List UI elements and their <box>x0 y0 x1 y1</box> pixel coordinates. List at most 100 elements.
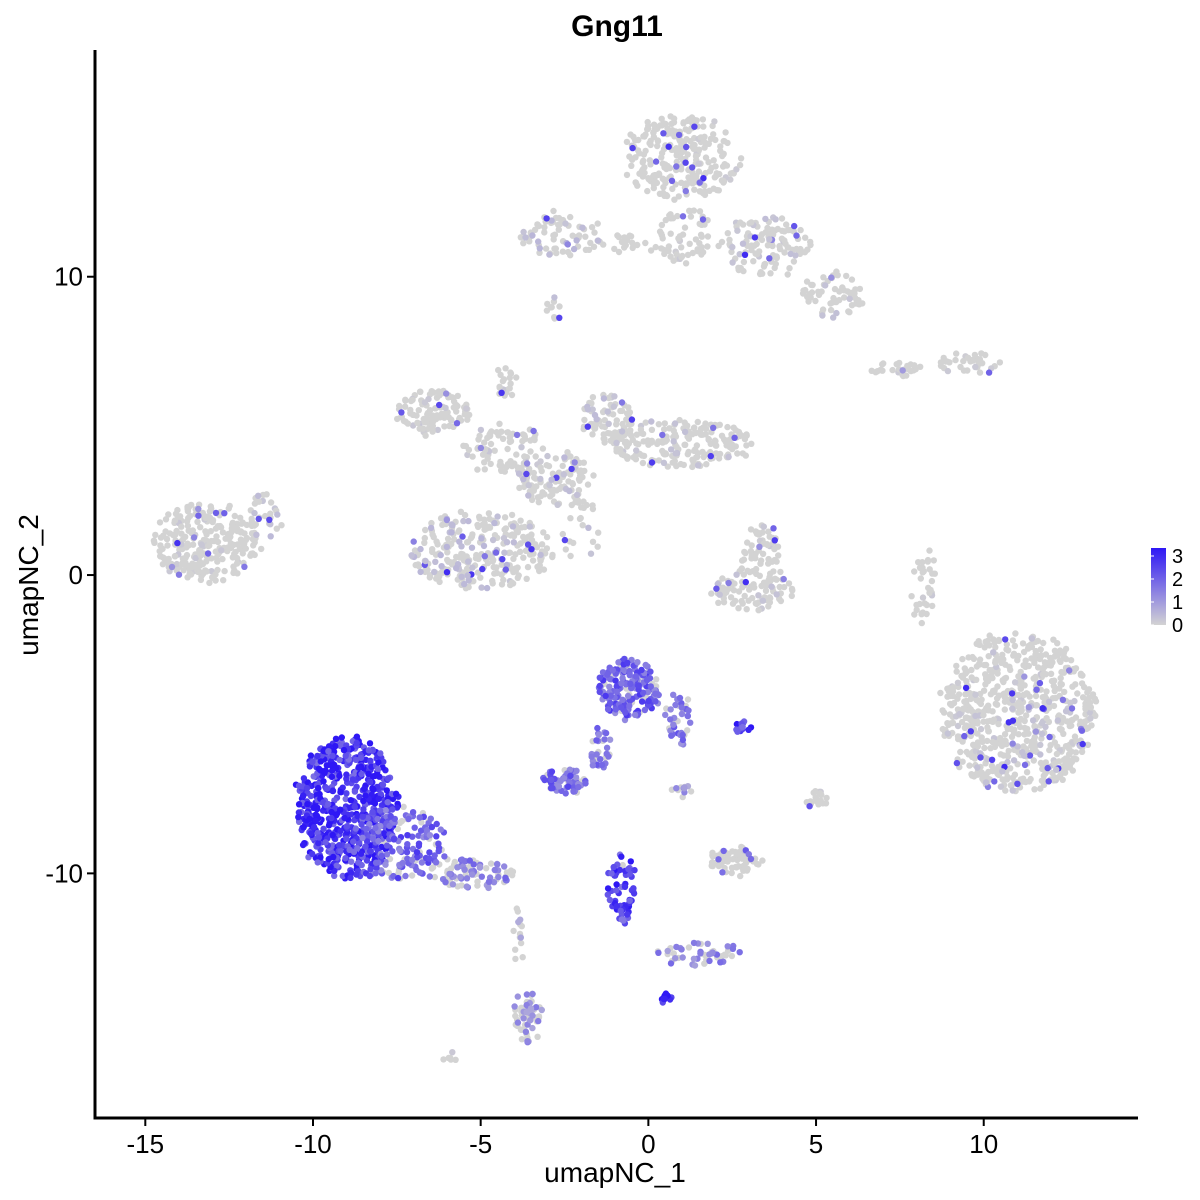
cell-point <box>685 707 692 714</box>
cell-point <box>1058 681 1066 688</box>
cell-point <box>428 519 435 527</box>
cell-point <box>989 767 996 775</box>
cell-point <box>577 514 584 522</box>
cell-point <box>655 457 663 464</box>
cell-point <box>722 129 729 136</box>
cell-point <box>399 859 406 867</box>
cell-point <box>202 528 209 535</box>
cell-point <box>856 285 864 293</box>
cell-point <box>495 366 502 374</box>
cell-point <box>715 599 722 606</box>
cell-point <box>394 874 402 882</box>
cell-point <box>325 822 333 829</box>
cell-point <box>429 423 436 431</box>
cell-point <box>477 444 485 452</box>
cell-point <box>1081 683 1088 691</box>
cell-point <box>739 450 746 457</box>
cell-point <box>377 822 384 830</box>
cell-point <box>408 872 416 879</box>
cell-point <box>320 799 327 806</box>
cell-point <box>765 528 772 535</box>
cell-point <box>353 739 360 747</box>
cell-point <box>585 524 592 531</box>
cell-point <box>681 224 689 231</box>
cell-point <box>560 471 567 478</box>
cell-point <box>332 743 339 750</box>
cell-point <box>681 419 688 426</box>
cell-point <box>622 709 629 716</box>
cell-point <box>423 826 431 834</box>
cell-point <box>697 231 705 238</box>
cell-point <box>342 752 349 759</box>
cell-point <box>537 551 544 559</box>
cell-point <box>517 939 525 947</box>
cell-point <box>303 784 311 792</box>
cell-point <box>1000 656 1007 663</box>
cell-point <box>1020 662 1027 669</box>
cell-point <box>239 550 246 557</box>
cell-point <box>479 451 487 458</box>
x-tick-label: -10 <box>294 1129 332 1159</box>
cell-point <box>928 577 936 585</box>
cell-point <box>513 431 521 439</box>
cell-point <box>991 743 999 751</box>
cell-point <box>513 374 520 381</box>
cell-point <box>995 720 1002 728</box>
cell-point <box>489 577 496 585</box>
cell-point <box>310 804 317 811</box>
cell-point <box>746 586 753 593</box>
cell-point <box>681 428 689 436</box>
cell-point <box>598 761 606 769</box>
cell-point <box>924 558 931 565</box>
cell-point <box>783 221 790 228</box>
cell-point <box>768 583 775 590</box>
cell-point <box>481 459 488 466</box>
cell-point <box>1027 641 1035 648</box>
cell-point <box>1087 715 1094 722</box>
cell-point <box>547 304 555 311</box>
cell-point <box>517 540 524 547</box>
cell-point <box>615 233 622 241</box>
cell-point <box>658 149 666 157</box>
cell-point <box>491 866 498 874</box>
cell-point <box>672 955 679 962</box>
cell-point <box>691 962 699 969</box>
cell-point <box>1051 739 1059 746</box>
cell-point <box>747 526 755 533</box>
cell-point <box>212 509 220 517</box>
cell-point <box>711 118 718 125</box>
cell-point <box>536 245 543 252</box>
cell-point <box>538 1006 545 1014</box>
cell-point <box>351 788 359 795</box>
cell-point <box>632 137 639 144</box>
cell-point <box>777 568 784 576</box>
cell-point <box>601 435 608 442</box>
cell-point <box>689 249 696 257</box>
cell-point <box>682 260 690 267</box>
cell-point <box>417 568 424 576</box>
cell-point <box>733 166 740 173</box>
cell-point <box>555 469 563 476</box>
cell-point <box>1003 646 1010 653</box>
cell-point <box>347 874 354 882</box>
cell-point <box>626 702 633 710</box>
cell-point <box>1009 740 1016 747</box>
cell-point <box>746 568 753 576</box>
cell-point <box>564 241 571 248</box>
cell-point <box>507 438 515 445</box>
cell-point <box>999 768 1006 775</box>
cell-point <box>200 569 207 577</box>
cell-point <box>998 742 1006 750</box>
cell-point <box>1072 681 1079 688</box>
cell-point <box>619 675 626 682</box>
cell-point <box>699 431 706 438</box>
cell-point <box>527 1005 535 1012</box>
cell-point <box>582 780 589 787</box>
cell-point <box>765 560 772 567</box>
cell-point <box>195 505 202 513</box>
cell-point <box>728 441 736 448</box>
cell-point <box>481 553 488 560</box>
cell-point <box>979 360 986 367</box>
cell-point <box>366 778 373 786</box>
cell-point <box>691 186 698 193</box>
